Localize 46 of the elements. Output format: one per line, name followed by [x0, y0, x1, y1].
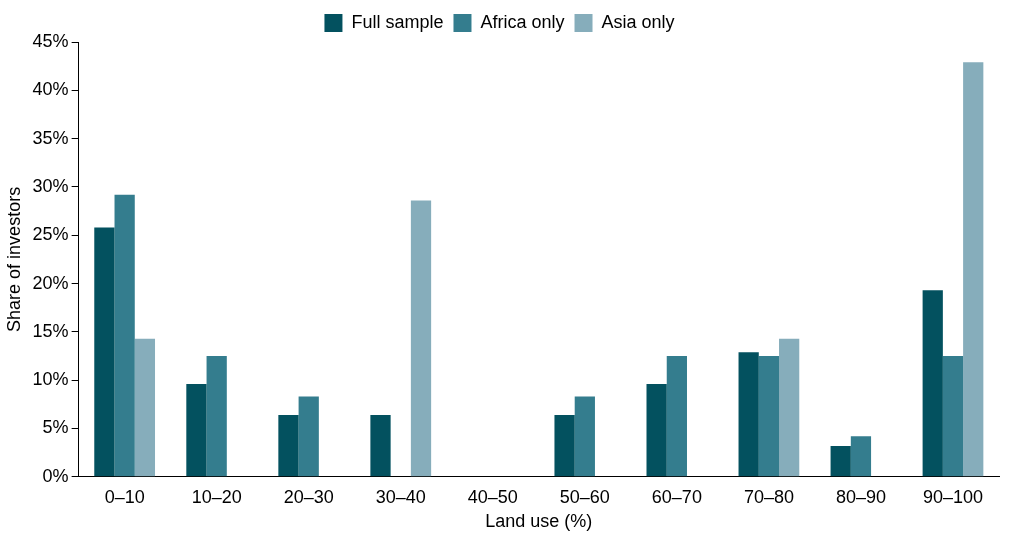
- x-tick-label: 40–50: [467, 486, 518, 507]
- bar: [666, 356, 687, 477]
- bar: [738, 352, 759, 477]
- bar: [758, 356, 780, 477]
- bar: [646, 384, 667, 477]
- bar: [554, 414, 575, 477]
- y-tick-label: 40%: [32, 79, 69, 100]
- y-tick-label: 20%: [32, 272, 69, 293]
- y-tick-label: 10%: [32, 369, 69, 390]
- bar: [963, 62, 984, 477]
- y-tick-label: 0%: [42, 465, 69, 486]
- legend-label: Full sample: [351, 11, 444, 32]
- x-tick-label: 10–20: [191, 486, 242, 507]
- x-tick-label: 70–80: [743, 486, 794, 507]
- bar: [114, 194, 135, 477]
- x-tick-label: 60–70: [651, 486, 702, 507]
- x-tick-label: 50–60: [559, 486, 610, 507]
- x-tick-label: 90–100: [922, 486, 984, 507]
- bar: [278, 414, 299, 477]
- x-axis-title: Land use (%): [485, 511, 593, 532]
- y-tick-label: 15%: [32, 320, 69, 341]
- legend-label: Africa only: [480, 11, 565, 32]
- bar: [779, 338, 800, 477]
- bar: [922, 290, 943, 477]
- x-tick-label: 20–30: [283, 486, 334, 507]
- bar: [186, 384, 207, 477]
- bar: [94, 227, 115, 477]
- bar: [370, 414, 391, 477]
- y-tick-label: 5%: [42, 417, 69, 438]
- legend-label: Asia only: [601, 11, 675, 32]
- bar: [850, 436, 872, 477]
- x-tick-label: 0–10: [104, 486, 145, 507]
- y-tick-label: 45%: [32, 30, 69, 51]
- x-tick-label: 80–90: [835, 486, 886, 507]
- bar: [134, 338, 156, 477]
- y-tick-label: 25%: [32, 224, 69, 245]
- bar: [942, 356, 964, 477]
- bar: [830, 445, 851, 477]
- bar: [298, 396, 319, 477]
- y-axis-title: Share of investors: [3, 186, 24, 332]
- y-tick-label: 30%: [32, 175, 69, 196]
- x-tick-label: 30–40: [375, 486, 426, 507]
- bar: [410, 200, 432, 477]
- bar: [574, 396, 595, 477]
- bar: [206, 356, 227, 477]
- y-tick-label: 35%: [32, 127, 69, 148]
